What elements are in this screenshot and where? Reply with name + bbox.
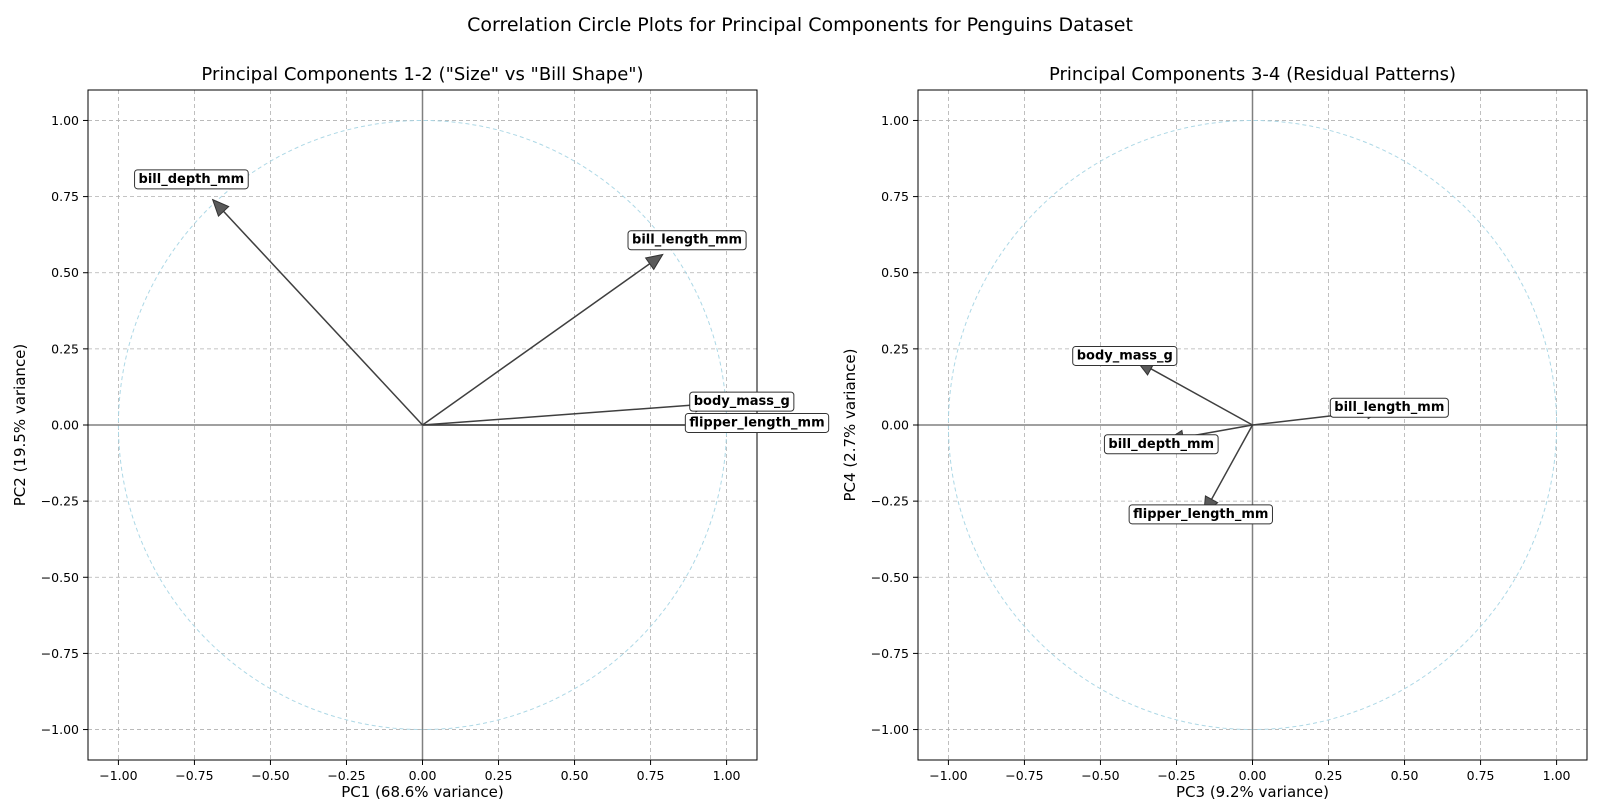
- y-tick-label: 0.50: [51, 265, 79, 280]
- chart-panel-pc3-pc4: −1.00 −0.75 −0.50 −0.25 0.00 0.25 0.50 0.75 1.00…: [841, 64, 1588, 800]
- y-tick-label: −1.00: [871, 722, 909, 737]
- y-tick-label: −1.00: [41, 722, 79, 737]
- x-tick-label: 0.50: [1391, 768, 1419, 783]
- vector-label-bill_depth_mm: bill_depth_mm: [134, 169, 249, 190]
- vector-label-text: bill_depth_mm: [1108, 437, 1214, 452]
- vector-label-box: [1329, 397, 1449, 418]
- y-tick-label: 1.00: [881, 113, 909, 128]
- x-tick-label: −1.00: [929, 768, 967, 783]
- y-tick-label: 0.50: [881, 265, 909, 280]
- panel-title: Principal Components 3-4 (Residual Patte…: [1049, 64, 1456, 85]
- y-tick-label: −0.50: [871, 570, 909, 585]
- x-axis-label: PC3 (9.2% variance): [1176, 783, 1329, 800]
- vector-label-text: flipper_length_mm: [689, 415, 824, 430]
- panel-title: Principal Components 1-2 ("Size" vs "Bil…: [201, 64, 643, 85]
- x-tick-label: −0.50: [251, 768, 289, 783]
- vector-label-text: bill_length_mm: [632, 233, 742, 248]
- vector-label-text: bill_length_mm: [1334, 400, 1444, 415]
- vector-arrow-flipper_length_mm: [1210, 424, 1254, 500]
- y-tick-label: −0.75: [871, 646, 909, 661]
- vector-arrow-body_mass_g: [422, 404, 696, 426]
- y-tick-label: 0.25: [881, 341, 909, 356]
- vector-label-box: [1103, 434, 1219, 455]
- x-tick-label: 1.00: [713, 768, 741, 783]
- vector-label-box: [684, 412, 830, 433]
- vector-label-box: [1072, 345, 1178, 366]
- vector-label-bill_depth_mm: bill_depth_mm: [1103, 434, 1219, 455]
- vector-arrowhead-bill_depth_mm: [211, 198, 230, 218]
- x-tick-label: −1.00: [99, 768, 137, 783]
- vector-label-body_mass_g: body_mass_g: [689, 391, 795, 412]
- y-axis-label: PC4 (2.7% variance): [841, 349, 859, 502]
- x-tick-label: 0.25: [485, 768, 513, 783]
- vector-label-box: [134, 169, 249, 190]
- y-tick-label: −0.25: [871, 494, 909, 509]
- vector-label-text: body_mass_g: [1077, 348, 1173, 363]
- x-tick-label: 0.50: [561, 768, 589, 783]
- x-tick-label: 0.75: [1467, 768, 1495, 783]
- y-tick-label: −0.75: [41, 646, 79, 661]
- y-tick-label: −0.50: [41, 570, 79, 585]
- x-tick-label: −0.25: [327, 768, 365, 783]
- figure-title: Correlation Circle Plots for Principal C…: [467, 14, 1133, 36]
- vector-label-box: [1128, 504, 1273, 525]
- vector-label-box: [627, 230, 747, 251]
- chart-panel-pc1-pc2: −1.00 −0.75 −0.50 −0.25 0.00 0.25 0.50 0.75 1.00…: [11, 64, 830, 800]
- x-tick-label: 1.00: [1543, 768, 1571, 783]
- y-tick-label: 0.75: [881, 189, 909, 204]
- y-tick-label: −0.25: [41, 494, 79, 509]
- vector-label-flipper_length_mm: flipper_length_mm: [684, 412, 830, 433]
- vector-label-text: bill_depth_mm: [139, 172, 245, 187]
- vector-label-bill_length_mm: bill_length_mm: [1329, 397, 1449, 418]
- vector-label-text: body_mass_g: [694, 394, 790, 409]
- vector-label-flipper_length_mm: flipper_length_mm: [1128, 504, 1273, 525]
- vector-label-body_mass_g: body_mass_g: [1072, 345, 1178, 366]
- x-tick-label: 0.75: [637, 768, 665, 783]
- vector-arrow-body_mass_g: [1150, 368, 1253, 426]
- x-axis-label: PC1 (68.6% variance): [341, 783, 504, 800]
- y-tick-label: 0.25: [51, 341, 79, 356]
- vector-label-box: [689, 391, 795, 412]
- vector-label-bill_length_mm: bill_length_mm: [627, 230, 747, 251]
- vector-label-text: flipper_length_mm: [1133, 507, 1268, 522]
- x-tick-label: −0.25: [1157, 768, 1195, 783]
- x-tick-label: 0.00: [409, 768, 437, 783]
- vector-arrowhead-bill_length_mm: [644, 253, 664, 271]
- y-tick-label: 0.00: [51, 418, 79, 433]
- y-axis-label: PC2 (19.5% variance): [11, 344, 29, 507]
- y-tick-label: 0.75: [51, 189, 79, 204]
- x-tick-label: 0.25: [1315, 768, 1343, 783]
- vector-arrow-bill_depth_mm: [223, 210, 424, 426]
- vector-arrow-bill_length_mm: [422, 263, 651, 426]
- x-tick-label: −0.75: [1005, 768, 1043, 783]
- x-tick-label: 0.00: [1239, 768, 1267, 783]
- x-tick-label: −0.50: [1081, 768, 1119, 783]
- y-tick-label: 0.00: [881, 418, 909, 433]
- x-tick-label: −0.75: [175, 768, 213, 783]
- y-tick-label: 1.00: [51, 113, 79, 128]
